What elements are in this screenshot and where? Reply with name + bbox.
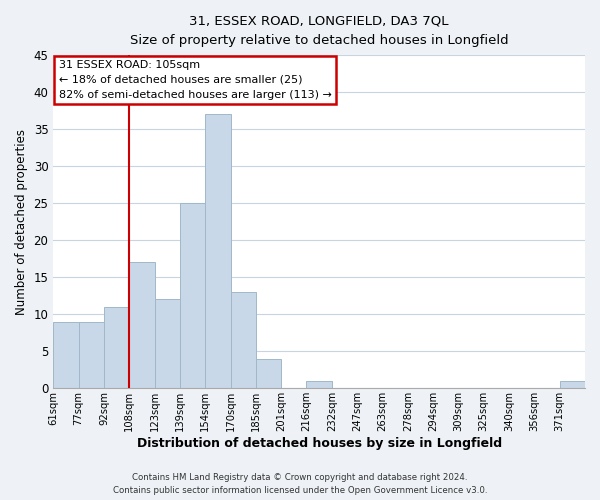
Bar	[205, 114, 230, 388]
Bar	[155, 300, 180, 388]
Text: 31 ESSEX ROAD: 105sqm
← 18% of detached houses are smaller (25)
82% of semi-deta: 31 ESSEX ROAD: 105sqm ← 18% of detached …	[59, 60, 331, 100]
Bar	[129, 262, 155, 388]
Y-axis label: Number of detached properties: Number of detached properties	[15, 128, 28, 314]
Bar	[560, 381, 585, 388]
X-axis label: Distribution of detached houses by size in Longfield: Distribution of detached houses by size …	[137, 437, 502, 450]
Text: Contains HM Land Registry data © Crown copyright and database right 2024.
Contai: Contains HM Land Registry data © Crown c…	[113, 473, 487, 495]
Bar	[230, 292, 256, 388]
Bar	[307, 381, 332, 388]
Bar	[256, 358, 281, 388]
Bar	[53, 322, 79, 388]
Bar	[79, 322, 104, 388]
Bar	[104, 307, 129, 388]
Bar	[180, 203, 205, 388]
Title: 31, ESSEX ROAD, LONGFIELD, DA3 7QL
Size of property relative to detached houses : 31, ESSEX ROAD, LONGFIELD, DA3 7QL Size …	[130, 15, 508, 47]
